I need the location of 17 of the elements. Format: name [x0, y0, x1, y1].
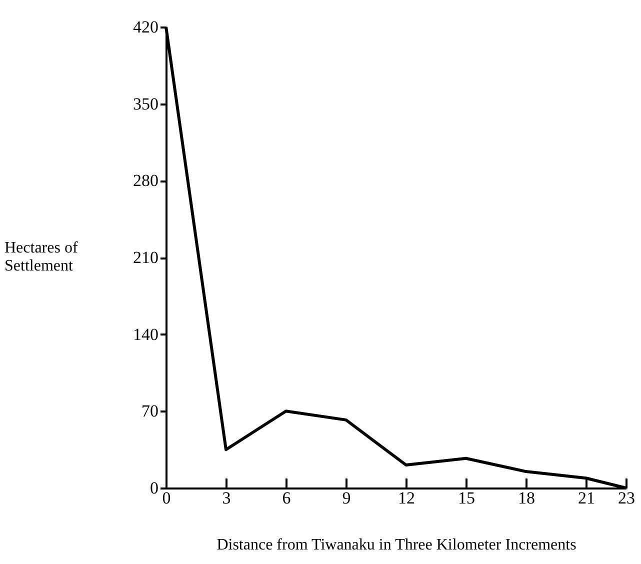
x-tick-label: 18 — [518, 488, 535, 508]
x-tick-label: 23 — [618, 488, 635, 508]
y-axis-title: Hectares of Settlement — [4, 240, 78, 274]
y-tick-label: 140 — [133, 324, 158, 344]
x-tick-label: 0 — [162, 488, 171, 508]
y-tick-label: 350 — [133, 94, 158, 114]
x-tick-label: 15 — [458, 488, 475, 508]
x-tick-label: 6 — [282, 488, 291, 508]
y-tick-label: 210 — [133, 248, 158, 267]
y-tick-label: 70 — [142, 402, 158, 421]
x-tick-label: 12 — [398, 488, 415, 508]
x-tick-label: 3 — [222, 488, 231, 508]
x-tick-label: 21 — [578, 488, 595, 508]
x-axis-title: Distance from Tiwanaku in Three Kilometer Increments — [216, 536, 576, 554]
y-tick-label: 420 — [133, 18, 158, 36]
y-tick-label: 280 — [133, 171, 158, 190]
x-tick-label: 9 — [342, 488, 351, 508]
